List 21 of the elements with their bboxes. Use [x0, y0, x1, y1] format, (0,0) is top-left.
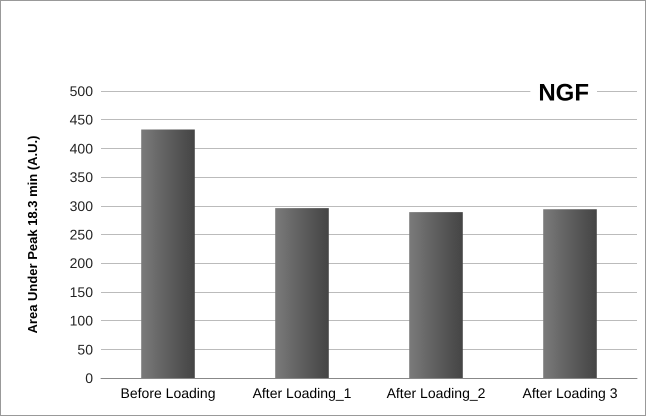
- y-tick-label: 200: [70, 255, 94, 272]
- y-tick-label: 0: [85, 370, 94, 386]
- bar: [275, 208, 329, 378]
- y-tick-label: 400: [70, 140, 94, 156]
- y-tick-label: 300: [70, 198, 94, 214]
- y-tick-label: 500: [70, 83, 94, 99]
- bar: [141, 129, 195, 378]
- y-tick-label: 100: [70, 312, 94, 329]
- y-tick-label: 450: [70, 112, 94, 128]
- bar: [409, 212, 463, 378]
- y-tick-label: 150: [70, 284, 94, 300]
- y-tick-label: 50: [77, 341, 94, 358]
- chart-title: NGF: [538, 80, 590, 106]
- x-tick-label: Before Loading: [120, 385, 216, 401]
- y-tick-label: 250: [70, 226, 94, 242]
- y-axis-title: Area Under Peak 18.3 min (A.U.): [25, 136, 40, 334]
- x-tick-label: After Loading_2: [386, 385, 486, 401]
- x-tick-label: After Loading_1: [252, 385, 352, 401]
- y-tick-label: 350: [70, 169, 94, 186]
- bar: [543, 209, 597, 378]
- x-tick-label: After Loading 3: [522, 385, 618, 401]
